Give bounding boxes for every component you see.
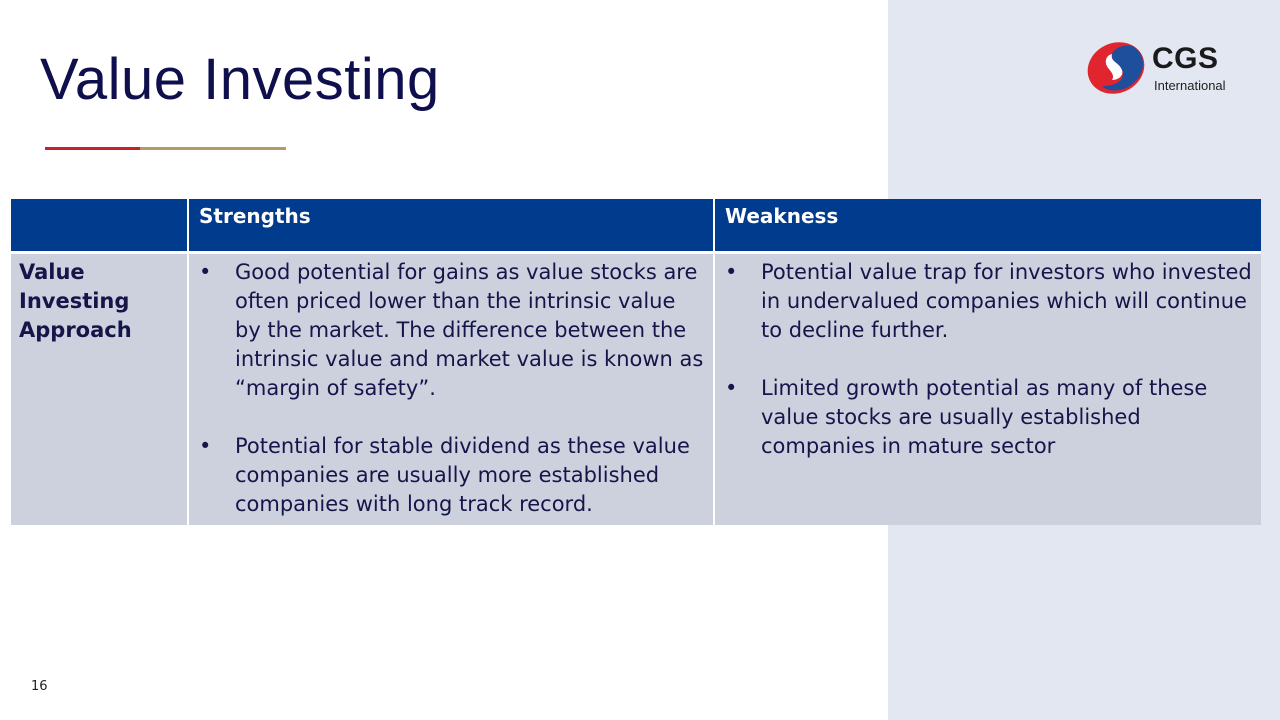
page-number: 16 bbox=[31, 679, 48, 694]
list-item: • Potential for stable dividend as these … bbox=[199, 433, 690, 516]
row-header: Value Investing Approach bbox=[11, 252, 189, 525]
cgs-swirl-icon bbox=[1087, 42, 1145, 94]
strengths-cell: • Good potential for gains as value stock… bbox=[188, 252, 715, 525]
table-row: Value Investing Approach • Good potential… bbox=[11, 252, 1261, 525]
logo-text: CGS bbox=[1152, 42, 1219, 75]
strengths-weakness-table: Strengths Weakness Value Investing Appro… bbox=[11, 199, 1261, 525]
list-item: • Limited growth potential as many of the… bbox=[725, 375, 1208, 458]
table-header-row: Strengths Weakness bbox=[11, 199, 1261, 254]
title-underline-gold bbox=[140, 147, 286, 150]
header-weakness: Weakness bbox=[714, 199, 1261, 254]
cgs-logo: CGS International bbox=[1086, 40, 1236, 96]
header-blank bbox=[11, 199, 189, 254]
weakness-cell: • Potential value trap for investors who … bbox=[714, 252, 1261, 525]
list-item: • Good potential for gains as value stock… bbox=[199, 259, 704, 400]
header-strengths: Strengths bbox=[188, 199, 715, 254]
list-item: • Potential value trap for investors who … bbox=[725, 259, 1252, 342]
logo-subtitle: International bbox=[1154, 78, 1226, 93]
title-underline-red bbox=[45, 147, 140, 150]
slide-title: Value Investing bbox=[40, 47, 440, 112]
